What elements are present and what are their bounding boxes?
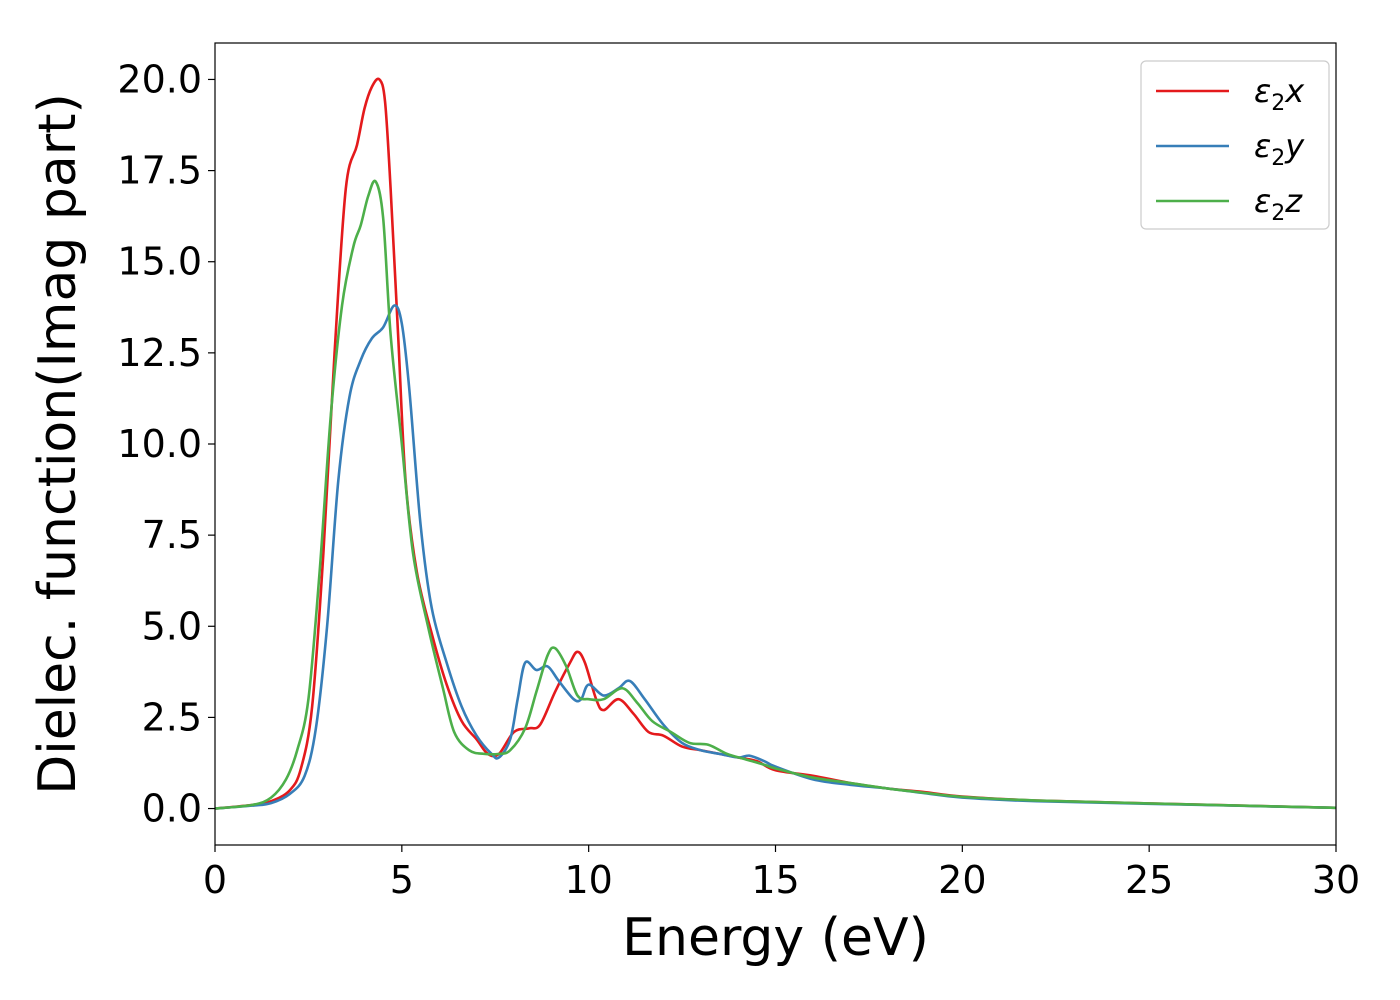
legend-box <box>1140 60 1330 230</box>
series-line-y <box>215 304 1336 810</box>
x-tick-label: 5 <box>390 858 414 902</box>
y-tick-label: 17.5 <box>117 149 202 193</box>
y-tick-label: 2.5 <box>142 695 202 739</box>
x-tick-label: 20 <box>938 858 986 902</box>
legend-label: ε2z <box>1254 182 1303 226</box>
y-tick-label: 0.0 <box>142 787 202 831</box>
legend: ε2x ε2y ε2z <box>1140 60 1330 230</box>
series-line-x <box>215 77 1336 810</box>
legend-label: ε2y <box>1254 127 1305 171</box>
y-axis-title: Dielec. function(Imag part) <box>28 93 88 795</box>
y-tick-label: 15.0 <box>117 240 202 284</box>
x-tick-label: 25 <box>1125 858 1173 902</box>
y-tick-label: 20.0 <box>117 57 202 101</box>
legend-label: ε2x <box>1254 72 1305 116</box>
y-tick-label: 7.5 <box>142 513 202 557</box>
series-line-z <box>215 179 1336 810</box>
series-layer <box>215 77 1336 810</box>
x-axis-title: Energy (eV) <box>622 908 929 968</box>
y-tick-label: 10.0 <box>117 422 202 466</box>
x-axis: 0 5 10 15 20 25 30 <box>203 845 1360 902</box>
x-tick-label: 0 <box>203 858 227 902</box>
x-tick-label: 15 <box>751 858 799 902</box>
x-tick-label: 30 <box>1312 858 1360 902</box>
y-axis: 0.0 2.5 5.0 7.5 10.0 12.5 15.0 17.5 20.0 <box>117 57 215 831</box>
y-tick-label: 12.5 <box>117 331 202 375</box>
y-tick-label: 5.0 <box>142 604 202 648</box>
x-tick-label: 10 <box>564 858 612 902</box>
